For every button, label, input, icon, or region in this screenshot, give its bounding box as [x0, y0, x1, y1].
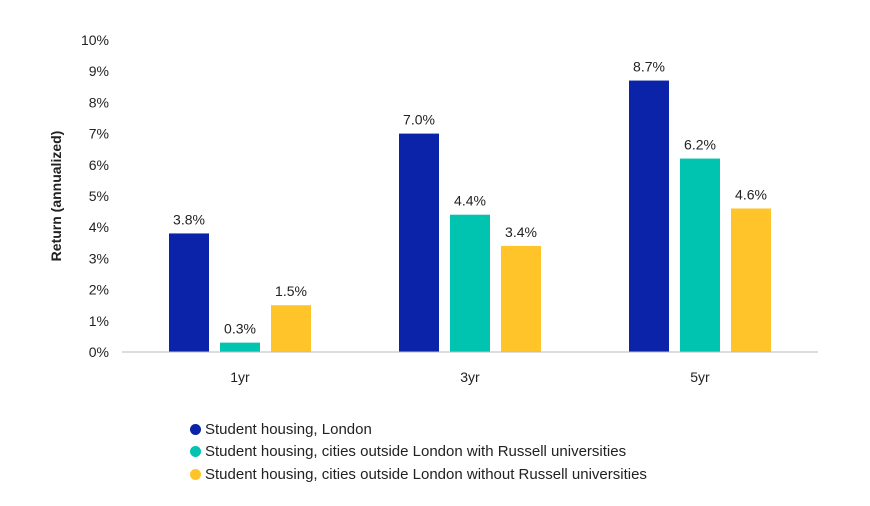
data-label: 1.5%	[275, 283, 307, 299]
bar	[629, 80, 669, 352]
bar	[271, 305, 311, 352]
bar	[450, 214, 490, 352]
data-label: 3.4%	[505, 224, 537, 240]
data-label: 4.4%	[454, 193, 486, 209]
legend-label: Student housing, cities outside London w…	[205, 465, 647, 483]
y-tick-label: 3%	[89, 250, 109, 266]
data-label: 8.7%	[633, 59, 665, 75]
legend-label: Student housing, cities outside London w…	[205, 443, 627, 461]
data-label: 3.8%	[173, 211, 205, 227]
legend-item: Student housing, cities outside London w…	[190, 463, 647, 486]
y-axis-label: Return (annualized)	[48, 131, 64, 262]
bar	[501, 245, 541, 352]
legend-marker-icon	[190, 468, 201, 480]
x-tick-label: 5yr	[690, 369, 710, 385]
x-tick-label: 1yr	[230, 369, 250, 385]
y-tick-label: 5%	[89, 188, 109, 204]
data-label: 4.6%	[735, 186, 767, 202]
x-tick-label: 3yr	[460, 369, 480, 385]
y-tick-label: 10%	[81, 32, 109, 48]
legend-item: Student housing, London	[190, 418, 647, 441]
bar	[220, 342, 260, 352]
bar	[169, 233, 209, 352]
data-label: 0.3%	[224, 321, 256, 337]
y-tick-label: 7%	[89, 126, 109, 142]
y-tick-label: 0%	[89, 344, 109, 360]
legend: Student housing, London Student housing, …	[190, 418, 647, 486]
y-tick-label: 4%	[89, 219, 109, 235]
legend-label: Student housing, London	[205, 420, 372, 438]
bar	[399, 133, 439, 352]
legend-marker-icon	[190, 446, 201, 458]
legend-item: Student housing, cities outside London w…	[190, 441, 647, 464]
y-tick-label: 8%	[89, 94, 109, 110]
bar	[680, 158, 720, 352]
y-tick-label: 6%	[89, 157, 109, 173]
y-tick-label: 1%	[89, 313, 109, 329]
data-label: 6.2%	[684, 137, 716, 153]
legend-marker-icon	[190, 423, 201, 435]
y-tick-label: 9%	[89, 63, 109, 79]
data-label: 7.0%	[403, 112, 435, 128]
y-tick-label: 2%	[89, 282, 109, 298]
bar	[731, 208, 771, 352]
